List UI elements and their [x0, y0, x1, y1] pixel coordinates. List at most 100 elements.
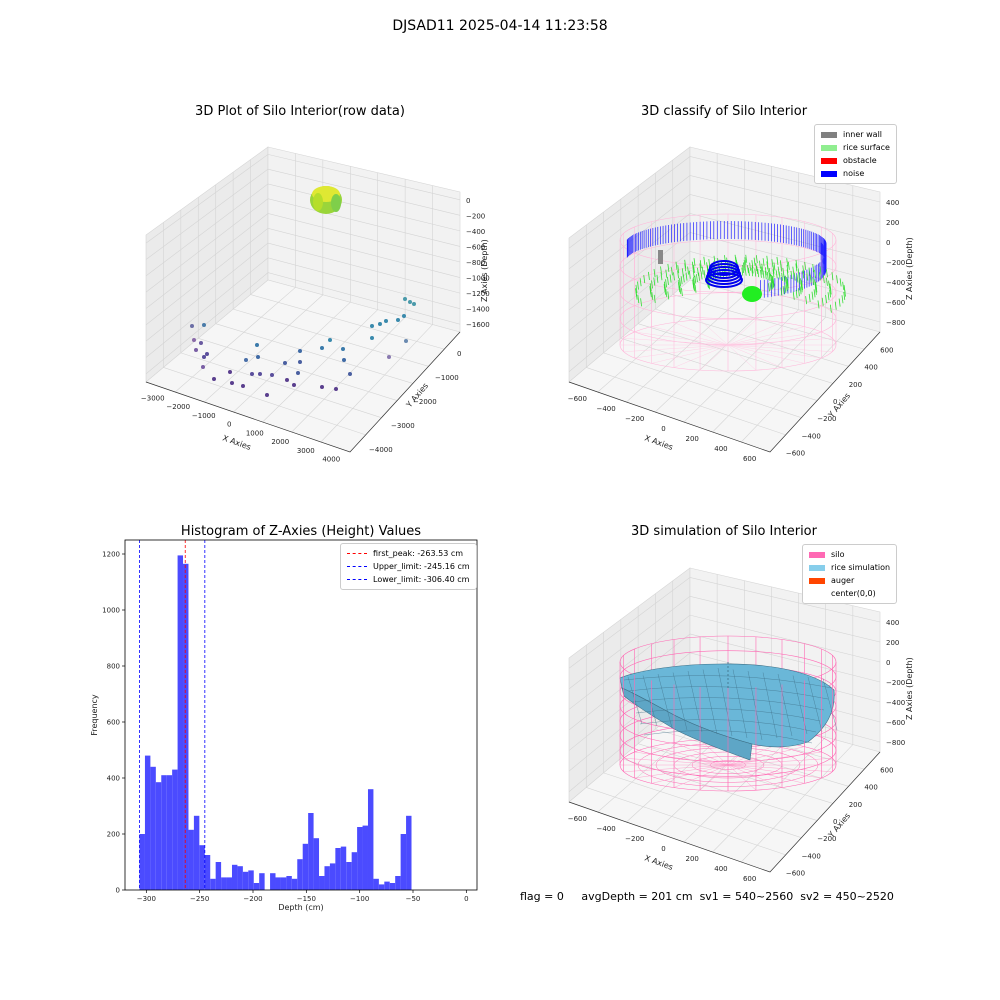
rice-stroke	[829, 289, 831, 298]
scatter-point	[341, 347, 345, 351]
rice-stroke	[751, 265, 754, 274]
rice-stroke	[809, 274, 812, 283]
histogram-bar	[362, 825, 368, 890]
histogram-bar	[253, 883, 260, 890]
rice-stroke	[745, 254, 748, 263]
histogram-legend: first_peak: -263.53 cm Upper_limit: -245…	[340, 543, 477, 590]
z-tick-label: −600	[886, 719, 905, 727]
silo-spoke	[727, 331, 822, 346]
noise-ring	[705, 272, 743, 288]
y-tick-label: −200	[817, 835, 836, 843]
rice-patch	[742, 286, 762, 302]
rice-stroke	[681, 288, 683, 297]
histogram-bar	[291, 878, 298, 890]
rice-stroke	[697, 267, 699, 276]
z-tick-label: 0	[466, 197, 470, 205]
scatter-point	[334, 387, 338, 391]
x-tick-label: 400	[714, 865, 727, 873]
x-tick-label: −1000	[192, 412, 216, 420]
panel2-xlabel: X Axies	[643, 433, 674, 452]
rice-stroke	[747, 265, 749, 274]
rice-stroke	[700, 271, 703, 280]
y-tick-label: −2000	[413, 398, 437, 406]
histogram-bar	[161, 775, 167, 890]
histogram-bar	[259, 873, 265, 890]
rice-stroke	[762, 258, 765, 267]
rice-stroke	[777, 266, 780, 275]
rice-stroke	[784, 284, 787, 293]
rice-stroke	[814, 279, 816, 288]
silo-spoke	[623, 758, 729, 766]
panel3-histogram: −300 −250 −200 −150 −100 −50 0 0 200 400 600 800 100…	[90, 539, 478, 912]
silo-spoke	[634, 751, 729, 766]
rice-stroke	[808, 293, 811, 302]
rice-stroke	[675, 261, 678, 270]
legend-item-rice-simulation: rice simulation	[809, 561, 890, 574]
rice-stroke	[685, 272, 688, 281]
rice-stroke	[743, 259, 746, 268]
legend-item-inner-wall: inner wall	[821, 128, 890, 141]
rice-stroke	[691, 261, 694, 270]
scatter-point	[403, 297, 407, 301]
scatter-point	[296, 371, 300, 375]
flag-readout: flag = 0	[520, 890, 564, 903]
scatter-point	[298, 349, 302, 353]
rice-stroke	[703, 270, 706, 279]
rice-stroke	[787, 261, 790, 270]
panel2-axis-lines	[568, 331, 881, 453]
rice-stroke	[664, 281, 666, 290]
silo-spoke	[727, 764, 822, 779]
noise-ring	[708, 263, 740, 279]
x-tick-label: 0	[464, 895, 468, 903]
x-tick-label: 600	[743, 455, 756, 463]
y-tick-label: −200	[817, 415, 836, 423]
panel1-top-cluster	[310, 186, 342, 214]
x-tick-label: 4000	[322, 456, 340, 464]
z-tick-label: −800	[886, 739, 905, 747]
scatter-point	[298, 360, 302, 364]
x-tick-label: 200	[686, 435, 699, 443]
panel4-ylabel: Y Axies	[826, 811, 852, 840]
panel4-3d-plot: −600 −400 −200 0 200 400 600 600 400 200 0 −200 −400…	[568, 567, 914, 883]
panel1-gridlines	[145, 153, 461, 443]
rice-stroke	[827, 292, 830, 301]
mesh-line	[623, 675, 833, 689]
rice-stroke	[692, 269, 695, 278]
legend-line	[347, 566, 367, 567]
scatter-point	[285, 378, 289, 382]
scatter-point	[396, 318, 400, 322]
scatter-point	[412, 302, 416, 306]
status-footer: flag = 0 avgDepth = 201 cm sv1 = 540~256…	[520, 890, 894, 903]
panel4-tick-labels: −600 −400 −200 0 200 400 600 600 400 200 0 −200 −400…	[568, 619, 905, 883]
rice-stroke	[773, 262, 776, 271]
histogram-bar	[199, 845, 205, 890]
noise-ring	[706, 269, 742, 285]
rice-stroke	[639, 278, 642, 287]
rice-stroke	[693, 277, 696, 286]
rice-stroke	[760, 269, 762, 278]
z-tick-label: −1200	[466, 290, 490, 298]
panel1-title: 3D Plot of Silo Interior(row data)	[195, 104, 405, 119]
silo-spoke	[673, 322, 729, 346]
rice-stroke	[813, 289, 816, 298]
scatter-point	[201, 365, 205, 369]
rice-stroke	[766, 261, 769, 270]
scatter-point	[256, 355, 260, 359]
panel2-ylabel: Y Axies	[826, 391, 852, 420]
sv2-readout: sv2 = 450~2520	[800, 890, 894, 903]
rice-stroke	[640, 298, 643, 307]
legend-swatch	[809, 590, 825, 597]
rice-stroke	[793, 272, 796, 281]
panel4-legend: silo rice simulation auger center(0,0)	[802, 544, 898, 604]
rice-stroke	[800, 284, 803, 293]
panel1-3d-plot: −3000−2000−1000010002000300040000−1000−2…	[141, 146, 490, 464]
histogram-bar	[193, 815, 200, 890]
rice-stroke	[812, 277, 815, 286]
rice-stroke	[768, 272, 771, 282]
x-tick-label: 3000	[297, 447, 315, 455]
rice-stroke	[808, 267, 811, 276]
panel1-scatter-points	[190, 297, 416, 397]
rice-stroke	[699, 260, 702, 269]
silo-spoke	[727, 764, 757, 791]
rice-stroke	[770, 281, 773, 290]
